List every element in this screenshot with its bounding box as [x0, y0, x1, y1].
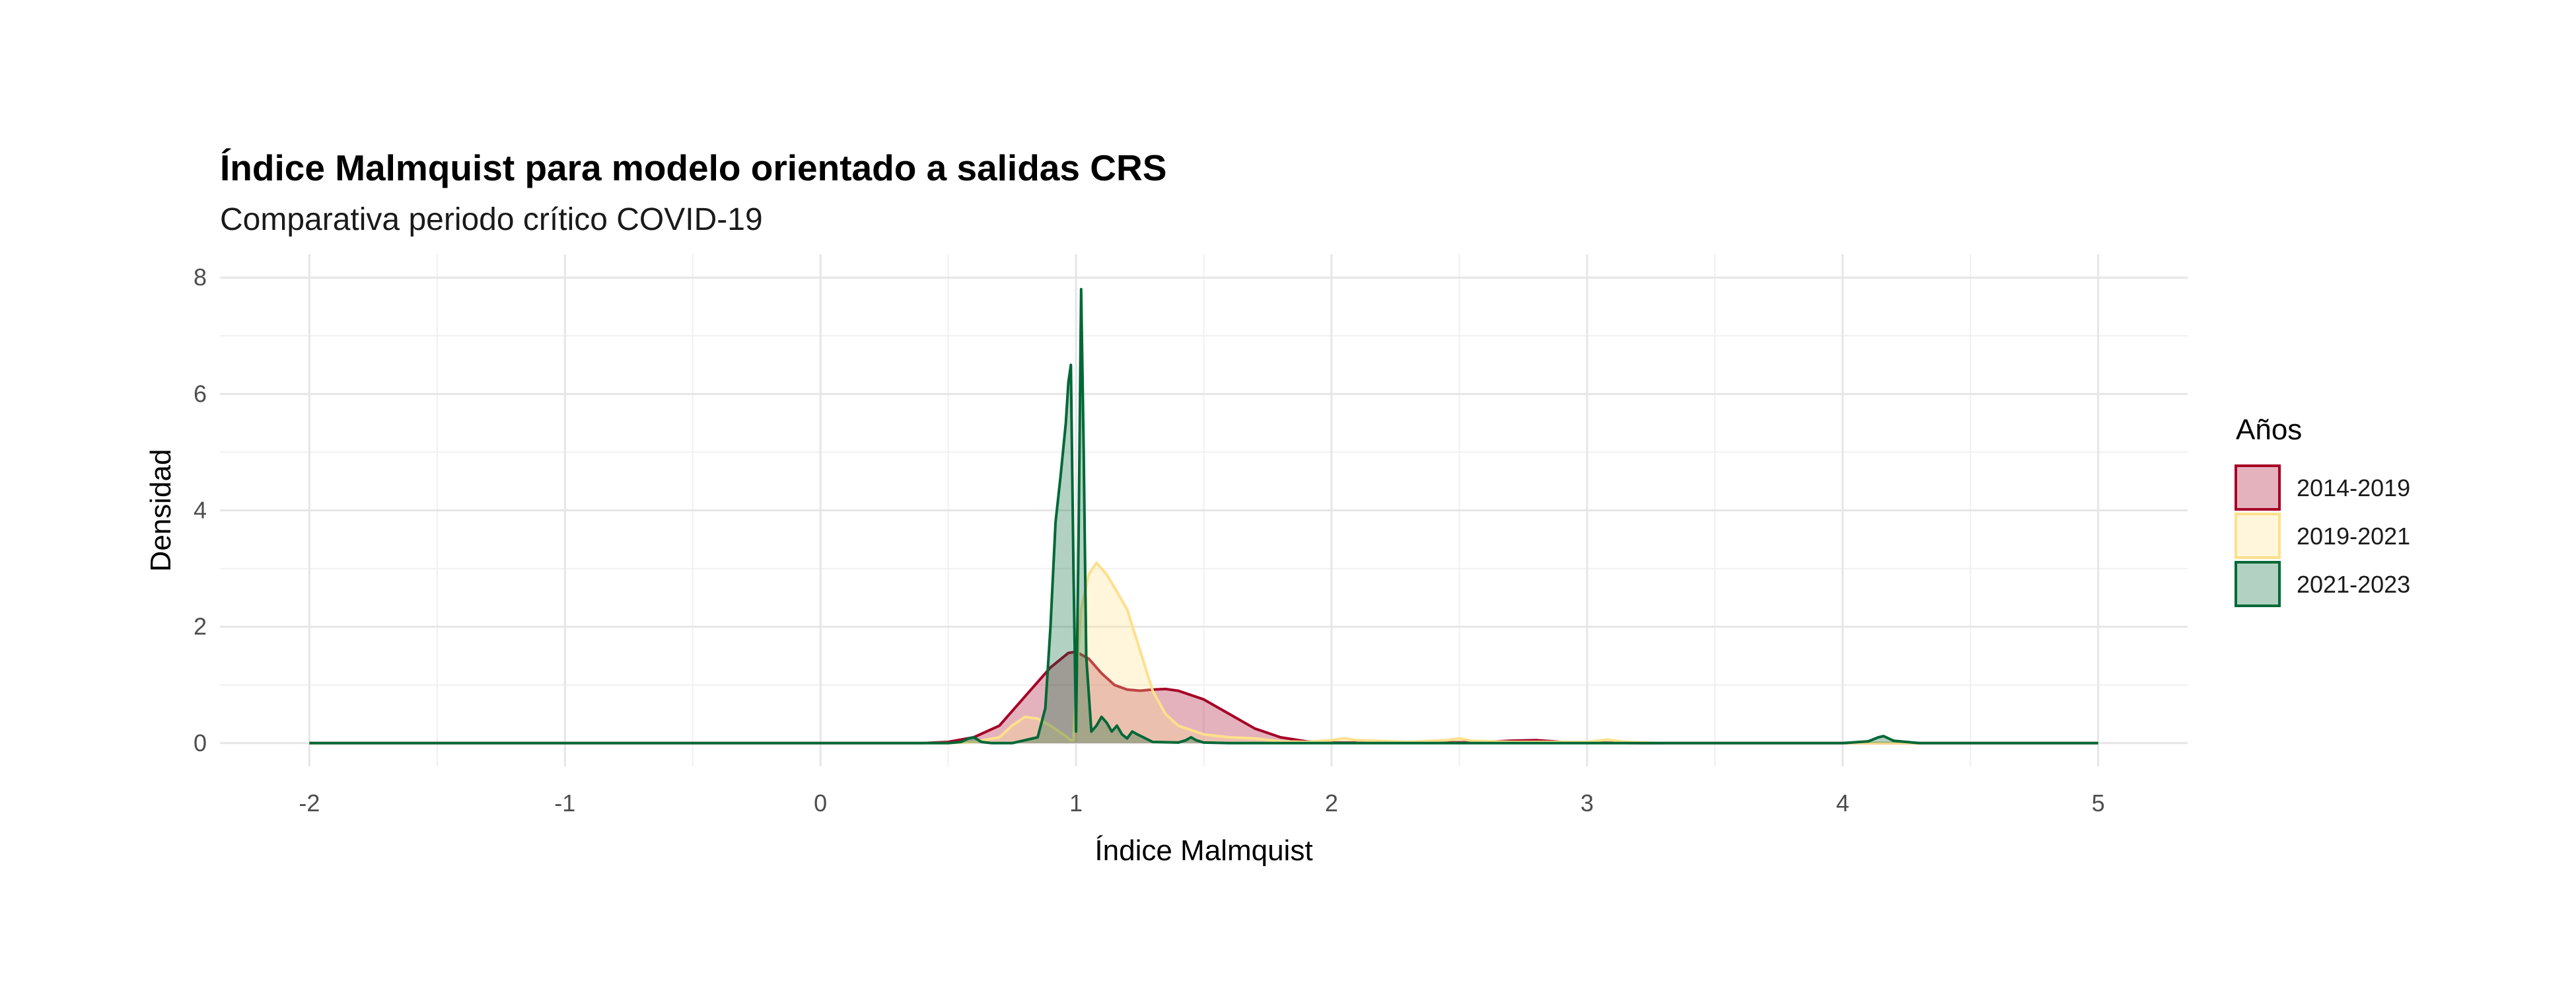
- legend-key-3: [2235, 561, 2281, 607]
- y-tick-label: 8: [194, 264, 207, 291]
- legend-title: Años: [2236, 414, 2302, 446]
- x-tick-label: 5: [2092, 789, 2105, 817]
- legend-label: 2021-2023: [2297, 571, 2410, 598]
- x-tick-label: 3: [1581, 789, 1594, 817]
- legend-label: 2019-2021: [2297, 523, 2410, 550]
- y-tick-label: 6: [194, 380, 207, 407]
- chart-title: Índice Malmquist para modelo orientado a…: [220, 147, 1167, 188]
- x-axis-label: Índice Malmquist: [1094, 834, 1312, 867]
- series-area-1: [309, 651, 2098, 743]
- x-tick-label: -2: [299, 789, 320, 817]
- series-line-2: [309, 561, 2098, 745]
- x-tick-label: 4: [1836, 789, 1849, 817]
- y-tick-label: 2: [194, 613, 207, 640]
- x-tick-label: 1: [1069, 789, 1083, 817]
- y-tick-label: 0: [194, 729, 207, 756]
- legend-key-2: [2235, 513, 2281, 559]
- x-tick-label: 2: [1325, 789, 1338, 817]
- series-line-3: [309, 287, 2098, 745]
- chart-subtitle: Comparativa periodo crítico COVID-19: [220, 202, 763, 237]
- x-tick-label: 0: [814, 789, 827, 817]
- y-axis-label: Densidad: [145, 449, 177, 572]
- x-tick-label: -1: [554, 789, 575, 817]
- y-tick-label: 4: [194, 497, 207, 524]
- legend-label: 2014-2019: [2297, 474, 2410, 501]
- legend-key-1: [2235, 464, 2281, 511]
